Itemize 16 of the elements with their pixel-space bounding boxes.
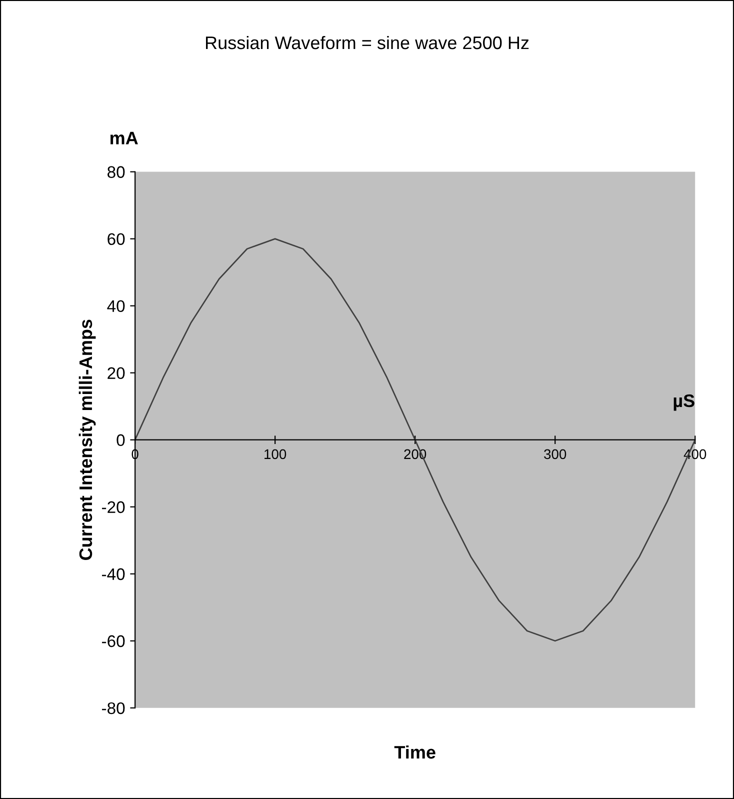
- y-tick-label: 0: [116, 434, 125, 446]
- x-tick-label: 100: [264, 449, 286, 460]
- y-tick-label: -20: [102, 501, 125, 514]
- x-axis-title: Time: [394, 745, 436, 759]
- y-tick-label: 20: [108, 367, 125, 380]
- text: mA: [110, 132, 138, 144]
- y-axis-title: Current Intensity milli-Amps: [78, 320, 96, 560]
- y-tick-label: 60: [108, 233, 125, 246]
- chart-title: Russian Waveform = sine wave 2500 Hz: [206, 36, 529, 50]
- y-tick-label: 80: [108, 166, 125, 178]
- y-tick-label: -60: [102, 635, 125, 648]
- y-tick-label: -80: [102, 702, 125, 714]
- x-tick-label: 300: [544, 449, 566, 460]
- y-tick-label: 40: [107, 300, 125, 312]
- y-tick-label: -40: [102, 568, 125, 580]
- annotation: µS: [674, 394, 694, 411]
